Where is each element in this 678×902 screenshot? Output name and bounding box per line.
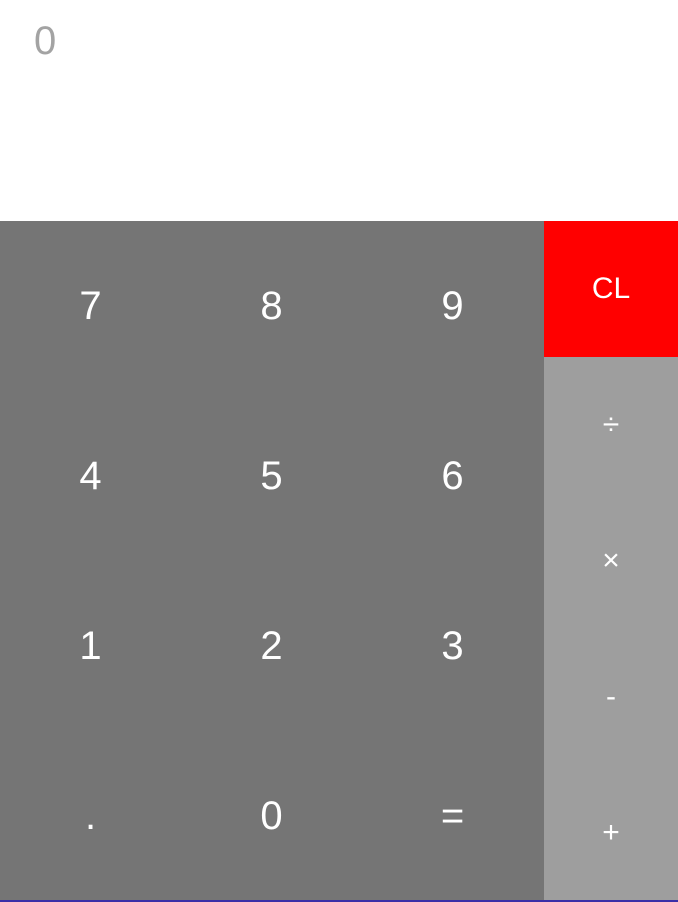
clear-button[interactable]: CL <box>544 221 678 357</box>
key-0[interactable]: 0 <box>260 793 283 838</box>
subtract-button[interactable]: - <box>606 680 616 713</box>
key-2[interactable]: 2 <box>260 623 283 668</box>
key-8[interactable]: 8 <box>260 283 283 328</box>
operator-column: CL ÷ × - + <box>544 221 678 900</box>
key-decimal[interactable]: . <box>84 793 97 838</box>
key-1[interactable]: 1 <box>79 623 102 668</box>
key-9[interactable]: 9 <box>441 283 464 328</box>
key-7[interactable]: 7 <box>79 283 102 328</box>
key-4[interactable]: 4 <box>79 453 102 498</box>
multiply-button[interactable]: × <box>602 544 620 577</box>
key-3[interactable]: 3 <box>441 623 464 668</box>
key-5[interactable]: 5 <box>260 453 283 498</box>
number-keypad: 7 8 9 4 5 6 1 2 3 . 0 = <box>0 221 544 900</box>
bottom-divider <box>0 900 678 902</box>
add-button[interactable]: + <box>602 816 620 849</box>
key-6[interactable]: 6 <box>441 453 464 498</box>
key-equals[interactable]: = <box>440 793 465 838</box>
divide-button[interactable]: ÷ <box>602 408 620 441</box>
display-value: 0 <box>34 19 57 63</box>
display-panel: 0 <box>0 0 678 221</box>
